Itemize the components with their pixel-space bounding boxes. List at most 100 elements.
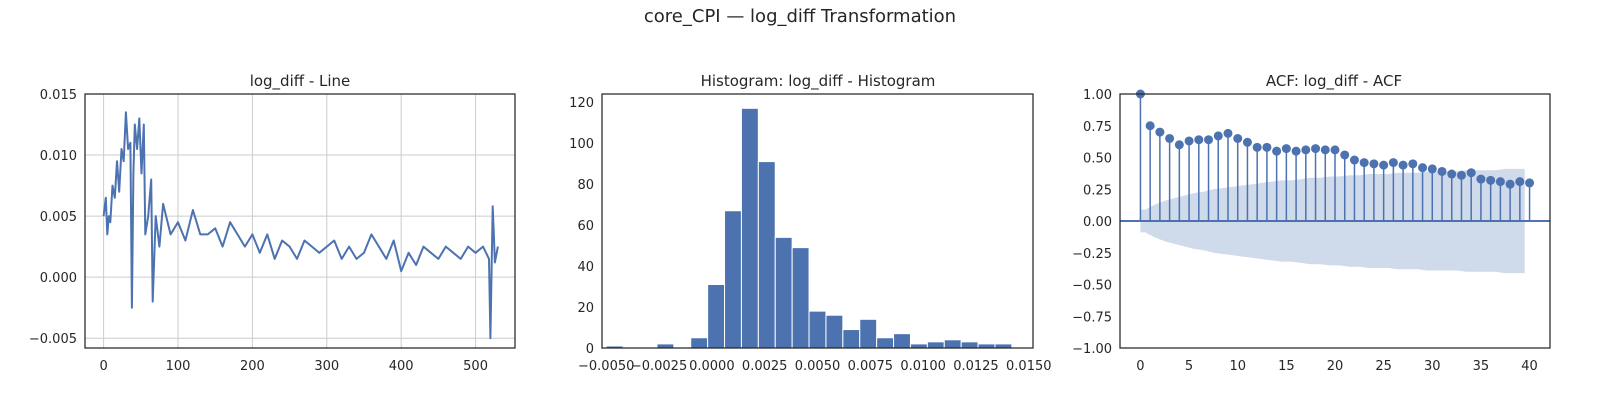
histogram-x-tick-label: 0.0100: [900, 359, 946, 374]
histogram-bar: [960, 341, 979, 349]
acf-marker: [1145, 121, 1155, 131]
acf-x-tick-label: 35: [1473, 359, 1490, 374]
line-chart-y-tick-label: 0.010: [40, 149, 77, 164]
line-chart-x-tick-label: 500: [463, 359, 488, 374]
acf-marker: [1408, 159, 1418, 169]
acf-marker: [1349, 155, 1359, 165]
histogram-y-tick-label: 20: [577, 301, 594, 316]
histogram-x-tick-label: 0.0125: [953, 359, 999, 374]
acf-marker: [1301, 145, 1311, 155]
line-chart-y-tick-label: 0.015: [40, 88, 77, 103]
acf-marker: [1291, 146, 1301, 156]
line-chart-y-tick-label: 0.005: [40, 210, 77, 225]
acf-marker: [1505, 179, 1515, 189]
histogram-bar: [707, 284, 726, 349]
figure-suptitle: core_CPI — log_diff Transformation: [644, 6, 956, 27]
acf-marker: [1388, 158, 1398, 168]
histogram-bar: [774, 236, 793, 349]
histogram-panel: Histogram: log_diff - Histogram −0.0050−…: [569, 72, 1051, 374]
histogram-x-tick-label: 0.0000: [689, 359, 735, 374]
acf-marker: [1262, 142, 1272, 152]
acf-marker: [1223, 128, 1233, 138]
acf-marker: [1204, 135, 1214, 145]
acf-x-tick-label: 20: [1327, 359, 1344, 374]
histogram-bar: [757, 161, 776, 349]
acf-x-tick-label: 30: [1424, 359, 1441, 374]
acf-marker: [1155, 127, 1165, 137]
acf-marker: [1165, 133, 1175, 143]
acf-marker: [1194, 135, 1204, 145]
acf-y-tick-label: 0.25: [1083, 183, 1112, 198]
acf-marker: [1252, 142, 1262, 152]
histogram-bar: [876, 337, 895, 349]
acf-marker: [1233, 133, 1243, 143]
acf-frame: [1119, 93, 1551, 349]
acf-marker: [1311, 144, 1321, 154]
acf-marker: [1495, 177, 1505, 187]
histogram-x-tick-label: 0.0025: [742, 359, 788, 374]
histogram-y-tick-label: 80: [577, 178, 594, 193]
histogram-title: Histogram: log_diff - Histogram: [701, 72, 936, 91]
line-chart-frame: [84, 93, 516, 349]
acf-marker: [1447, 169, 1457, 179]
acf-x-tick-label: 40: [1521, 359, 1538, 374]
histogram-bar: [859, 318, 878, 349]
acf-y-tick-label: 0.75: [1083, 120, 1112, 135]
acf-y-tick-label: −0.75: [1072, 310, 1112, 325]
acf-marker: [1272, 146, 1282, 156]
histogram-y-tick-label: 40: [577, 260, 594, 275]
line-chart-y-tick-label: −0.005: [29, 332, 77, 347]
histogram-y-tick-label: 0: [586, 342, 594, 357]
acf-marker: [1320, 145, 1330, 155]
histogram-x-tick-label: −0.0050: [578, 359, 634, 374]
acf-panel: ACF: log_diff - ACF 0 5 10 15 20 25 30 35 40 −1.0…: [1072, 72, 1551, 374]
log-diff-line-series: [102, 111, 499, 340]
acf-marker: [1184, 136, 1194, 146]
line-chart-x-tick-label: 0: [99, 359, 107, 374]
histogram-x-tick-label: −0.0025: [631, 359, 687, 374]
acf-x-tick-label: 0: [1136, 359, 1144, 374]
histogram-bar: [740, 107, 759, 349]
acf-y-tick-label: 1.00: [1083, 88, 1112, 103]
histogram-x-tick-label: 0.0075: [848, 359, 894, 374]
acf-marker: [1379, 160, 1389, 170]
acf-marker: [1456, 170, 1466, 180]
line-chart-x-tick-label: 100: [166, 359, 191, 374]
histogram-bar: [842, 329, 861, 349]
histogram-x-tick-label: 0.0150: [1006, 359, 1052, 374]
acf-marker: [1476, 174, 1486, 184]
histogram-x-tick-label: 0.0050: [795, 359, 841, 374]
acf-x-tick-label: 5: [1185, 359, 1193, 374]
acf-marker: [1437, 166, 1447, 176]
acf-marker: [1418, 163, 1428, 173]
acf-marker: [1359, 158, 1369, 168]
histogram-y-tick-label: 100: [569, 137, 594, 152]
acf-marker: [1466, 168, 1476, 178]
acf-marker: [1515, 177, 1525, 187]
acf-marker: [1369, 159, 1379, 169]
histogram-bar: [825, 314, 844, 349]
histogram-bar: [926, 341, 945, 349]
acf-y-tick-label: −1.00: [1072, 342, 1112, 357]
acf-y-tick-label: 0.50: [1083, 152, 1112, 167]
acf-marker: [1398, 160, 1408, 170]
acf-marker: [1340, 150, 1350, 160]
acf-marker: [1174, 140, 1184, 150]
acf-y-tick-label: −0.50: [1072, 279, 1112, 294]
acf-x-tick-label: 15: [1278, 359, 1295, 374]
line-chart-title: log_diff - Line: [250, 72, 351, 91]
acf-x-tick-label: 25: [1375, 359, 1392, 374]
line-chart-x-tick-label: 400: [389, 359, 414, 374]
histogram-bar: [808, 310, 827, 349]
acf-marker: [1281, 144, 1291, 154]
acf-marker: [1242, 137, 1252, 147]
histogram-bar: [893, 333, 911, 349]
acf-marker: [1525, 178, 1535, 188]
histogram-bar: [690, 337, 709, 349]
acf-y-tick-label: −0.25: [1072, 247, 1112, 262]
histogram-bar: [791, 247, 810, 349]
line-chart-y-tick-label: 0.000: [40, 271, 77, 286]
acf-marker: [1213, 131, 1223, 141]
acf-marker: [1330, 145, 1340, 155]
